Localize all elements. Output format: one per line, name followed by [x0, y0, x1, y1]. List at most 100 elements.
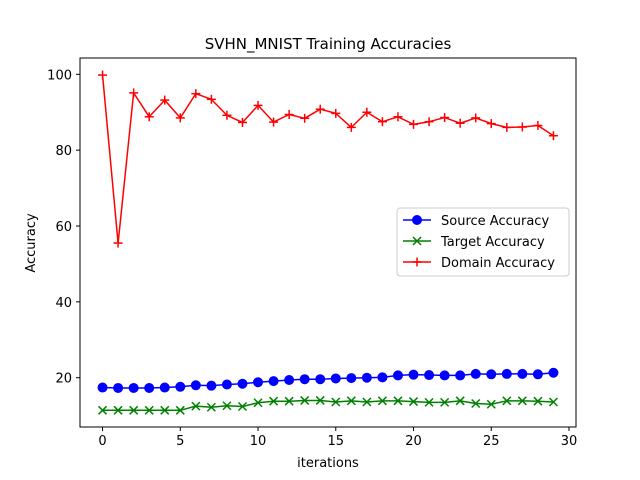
- data-point-2-19: [393, 112, 403, 122]
- x-tick-label-6: 30: [561, 434, 578, 449]
- data-point-0-21: [424, 370, 435, 381]
- data-point-1-13-stroke-b: [300, 395, 310, 405]
- data-point-0-19: [392, 370, 403, 381]
- y-tick-label-3: 80: [55, 144, 72, 159]
- data-point-0-20: [408, 369, 419, 380]
- data-point-1-8-stroke-b: [222, 401, 232, 411]
- data-point-1-21-stroke-b: [424, 397, 434, 407]
- data-point-1-8: [222, 401, 232, 411]
- data-point-2-23: [455, 118, 465, 128]
- data-point-0-13: [299, 374, 310, 385]
- data-point-0-10: [253, 377, 264, 388]
- data-point-1-27: [517, 396, 527, 406]
- data-point-0-7: [206, 380, 217, 391]
- x-tick-label-3: 15: [328, 434, 345, 449]
- data-point-2-21: [424, 117, 434, 127]
- data-point-1-23-stroke-b: [455, 396, 465, 406]
- data-point-1-18: [377, 396, 387, 406]
- data-point-2-0: [98, 70, 108, 80]
- data-point-1-26: [502, 396, 512, 406]
- data-point-0-17: [361, 372, 372, 383]
- data-point-2-22: [440, 113, 450, 123]
- data-point-1-15-stroke-b: [331, 397, 341, 407]
- x-tick-label-0: 0: [98, 434, 106, 449]
- data-point-0-26: [501, 368, 512, 379]
- data-point-1-26-stroke-b: [502, 396, 512, 406]
- data-point-1-24-stroke-b: [471, 398, 481, 409]
- data-point-1-29: [548, 397, 558, 407]
- data-point-0-6: [190, 380, 201, 391]
- data-point-1-5: [175, 405, 185, 415]
- data-point-1-22-stroke-b: [440, 397, 450, 407]
- data-point-1-2: [129, 405, 139, 415]
- data-point-2-5: [175, 113, 185, 123]
- data-point-2-24: [471, 113, 481, 123]
- data-point-0-8: [221, 379, 232, 390]
- y-tick-label-1: 40: [55, 296, 72, 311]
- data-point-2-8: [222, 110, 232, 120]
- data-point-1-7: [206, 402, 216, 412]
- data-point-1-3-stroke-b: [144, 405, 154, 415]
- data-point-1-20-stroke-b: [408, 397, 419, 407]
- legend-marker-0: [412, 215, 422, 225]
- data-point-1-25: [486, 399, 496, 409]
- data-point-1-10: [253, 398, 263, 408]
- data-point-0-28: [532, 369, 543, 380]
- x-tick-label-5: 25: [483, 434, 500, 449]
- data-point-0-18: [377, 372, 388, 383]
- data-point-2-14: [315, 104, 325, 114]
- y-axis-label: Accuracy: [24, 213, 39, 273]
- data-point-1-16: [346, 396, 356, 406]
- legend-marker-1: [412, 236, 422, 246]
- data-point-1-14-stroke-b: [315, 395, 325, 405]
- x-tick-label-4: 20: [405, 434, 422, 449]
- legend-label-2: Domain Accuracy: [441, 256, 555, 271]
- data-point-0-4: [159, 382, 170, 393]
- data-point-2-11: [269, 117, 279, 127]
- data-point-1-2-stroke-b: [129, 405, 139, 415]
- data-point-1-13: [300, 395, 310, 405]
- legend-label-0: Source Accuracy: [441, 214, 549, 229]
- data-point-0-22: [439, 370, 450, 381]
- x-tick-label-2: 10: [250, 434, 267, 449]
- series-2: [98, 70, 558, 248]
- data-point-1-1-stroke-b: [113, 405, 123, 415]
- data-point-0-27: [517, 368, 528, 379]
- data-point-1-11-stroke-b: [269, 396, 279, 406]
- data-point-1-24: [471, 398, 481, 409]
- data-point-0-11: [268, 376, 279, 387]
- data-point-2-17: [362, 107, 372, 117]
- data-point-0-5: [175, 381, 186, 392]
- data-point-1-27-stroke-b: [517, 396, 527, 406]
- data-point-0-16: [346, 373, 357, 384]
- data-point-1-22: [440, 397, 450, 407]
- data-point-1-19: [393, 396, 403, 406]
- data-point-1-28-stroke-b: [533, 396, 543, 406]
- legend-box: [396, 207, 570, 277]
- data-point-1-7-stroke-b: [206, 402, 216, 412]
- data-point-2-13: [300, 113, 310, 123]
- data-point-0-2: [128, 382, 139, 393]
- legend-label-1: Target Accuracy: [440, 235, 545, 250]
- data-point-1-0: [98, 405, 108, 415]
- data-point-1-21: [424, 397, 434, 407]
- plot-frame: [79, 57, 577, 428]
- x-tick-label-1: 5: [176, 434, 184, 449]
- data-point-0-12: [284, 374, 295, 385]
- data-point-2-9: [237, 117, 247, 127]
- data-point-1-1: [113, 405, 123, 415]
- data-point-1-17-stroke-b: [362, 397, 372, 407]
- legend-marker-1-stroke-b: [412, 236, 422, 246]
- data-point-1-23: [455, 396, 465, 406]
- data-point-1-6-stroke-b: [191, 401, 201, 411]
- x-axis-label: iterations: [297, 456, 359, 471]
- data-point-1-15: [331, 397, 341, 407]
- data-point-1-6: [191, 401, 201, 411]
- data-point-1-4-stroke-b: [160, 405, 170, 415]
- data-point-2-7: [206, 94, 216, 104]
- data-point-2-20: [409, 119, 419, 129]
- data-point-0-0: [97, 382, 108, 393]
- data-point-0-29: [548, 367, 559, 378]
- data-point-0-25: [486, 369, 497, 380]
- data-point-2-2: [129, 88, 139, 98]
